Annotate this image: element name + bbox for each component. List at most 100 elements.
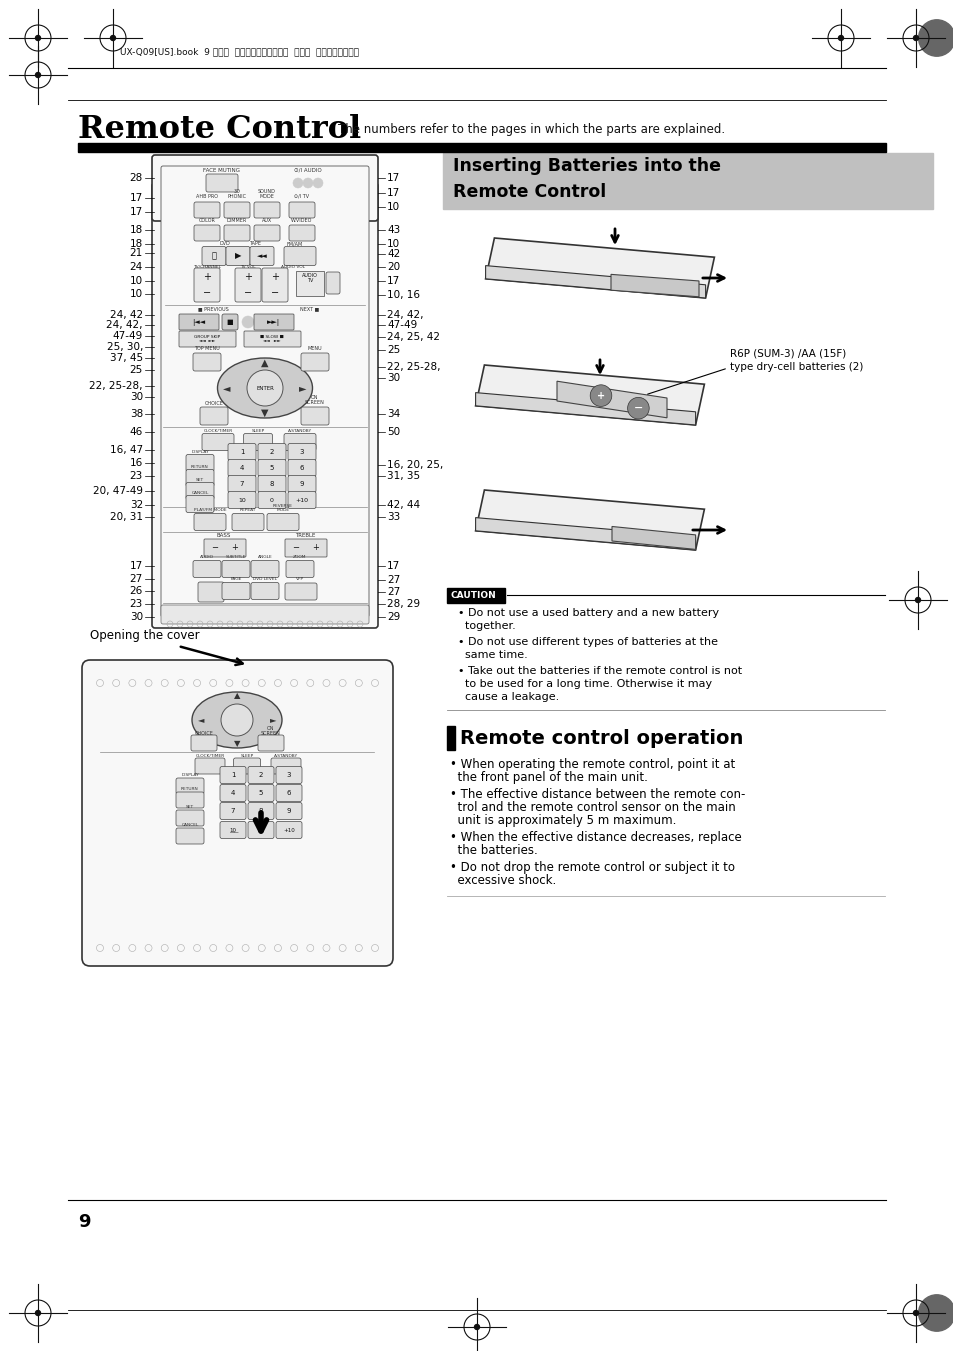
Text: ▼: ▼ — [233, 739, 240, 748]
Text: 3D
PHONIC: 3D PHONIC — [227, 189, 246, 199]
Circle shape — [303, 178, 313, 188]
Text: 27: 27 — [387, 586, 400, 597]
Text: 2: 2 — [258, 771, 263, 778]
Text: ►: ► — [299, 382, 307, 393]
Text: ⊙/I TV: ⊙/I TV — [294, 195, 309, 199]
FancyBboxPatch shape — [202, 434, 233, 450]
FancyBboxPatch shape — [289, 203, 314, 218]
Text: ▶: ▶ — [234, 251, 241, 261]
Text: VFP: VFP — [295, 577, 304, 581]
Text: 31, 35: 31, 35 — [387, 471, 419, 481]
FancyBboxPatch shape — [251, 582, 278, 600]
Text: 46: 46 — [130, 427, 143, 436]
Text: 7: 7 — [239, 481, 244, 486]
Text: CLOCK/TIMER: CLOCK/TIMER — [203, 430, 233, 434]
Text: CANCEL: CANCEL — [181, 823, 198, 827]
Text: AUDIO
TV: AUDIO TV — [302, 273, 317, 284]
Text: 9: 9 — [287, 808, 291, 815]
Text: 24, 42,: 24, 42, — [387, 309, 423, 320]
Text: SOUND
MODE: SOUND MODE — [258, 189, 275, 199]
FancyBboxPatch shape — [285, 584, 316, 600]
FancyBboxPatch shape — [253, 313, 294, 330]
Text: 8: 8 — [270, 481, 274, 486]
FancyBboxPatch shape — [228, 459, 255, 477]
Text: 42: 42 — [387, 249, 400, 259]
Text: −: − — [244, 288, 252, 299]
FancyBboxPatch shape — [248, 785, 274, 801]
FancyBboxPatch shape — [267, 513, 298, 531]
FancyBboxPatch shape — [326, 272, 339, 295]
Text: 17: 17 — [387, 561, 400, 571]
Text: 38: 38 — [130, 409, 143, 419]
Text: DISPLAY: DISPLAY — [191, 450, 209, 454]
Text: ▲: ▲ — [261, 358, 269, 367]
FancyBboxPatch shape — [179, 331, 235, 347]
Text: 17: 17 — [130, 193, 143, 203]
Text: CHOICE: CHOICE — [194, 731, 213, 736]
Text: −: − — [293, 543, 299, 553]
FancyBboxPatch shape — [161, 166, 369, 617]
Text: 22, 25-28,: 22, 25-28, — [90, 381, 143, 390]
Text: REVERSE
MODE: REVERSE MODE — [273, 504, 293, 512]
FancyBboxPatch shape — [244, 331, 301, 347]
Text: 33: 33 — [387, 512, 400, 521]
FancyBboxPatch shape — [288, 443, 315, 461]
Polygon shape — [485, 266, 705, 299]
FancyBboxPatch shape — [206, 174, 237, 192]
Text: • The effective distance between the remote con-: • The effective distance between the rem… — [450, 788, 744, 801]
Text: 23: 23 — [130, 471, 143, 481]
Text: −: − — [271, 288, 279, 299]
Polygon shape — [476, 365, 703, 426]
Text: 10: 10 — [387, 203, 399, 212]
Text: the front panel of the main unit.: the front panel of the main unit. — [450, 771, 647, 784]
FancyBboxPatch shape — [275, 821, 302, 839]
Text: +10: +10 — [295, 497, 308, 503]
FancyBboxPatch shape — [289, 226, 314, 240]
Text: 10: 10 — [130, 276, 143, 286]
Polygon shape — [476, 490, 703, 550]
Text: ⊙/I AUDIO: ⊙/I AUDIO — [294, 168, 321, 173]
FancyBboxPatch shape — [233, 758, 260, 774]
Text: ⏸: ⏸ — [212, 251, 216, 261]
Text: FM/AM: FM/AM — [287, 240, 303, 246]
Text: 30: 30 — [387, 373, 399, 382]
FancyBboxPatch shape — [152, 155, 377, 222]
Text: Inserting Batteries into the: Inserting Batteries into the — [453, 157, 720, 176]
Text: +: + — [597, 390, 604, 401]
Circle shape — [35, 1310, 40, 1316]
Text: PLAY/FM MODE: PLAY/FM MODE — [193, 508, 226, 512]
Text: 24: 24 — [130, 262, 143, 272]
FancyBboxPatch shape — [175, 811, 204, 825]
Text: A.STANDBY: A.STANDBY — [274, 754, 297, 758]
Text: TV/CHANNEL: TV/CHANNEL — [193, 265, 221, 269]
Text: SUBTITLE: SUBTITLE — [226, 555, 246, 559]
FancyBboxPatch shape — [301, 407, 329, 426]
FancyBboxPatch shape — [186, 496, 213, 512]
Text: GROUP SKIP
◄◄  ►►: GROUP SKIP ◄◄ ►► — [193, 335, 220, 343]
Text: 50: 50 — [387, 427, 399, 436]
Text: 24, 42,: 24, 42, — [107, 320, 143, 330]
Text: 25, 30,: 25, 30, — [107, 342, 143, 353]
Text: ■ PREVIOUS: ■ PREVIOUS — [197, 305, 228, 311]
Text: 47-49: 47-49 — [112, 331, 143, 340]
FancyBboxPatch shape — [228, 476, 255, 493]
Text: 17: 17 — [130, 561, 143, 571]
Text: the batteries.: the batteries. — [450, 844, 537, 857]
FancyBboxPatch shape — [224, 226, 250, 240]
Text: 1: 1 — [231, 771, 235, 778]
Circle shape — [111, 35, 115, 41]
FancyBboxPatch shape — [248, 802, 274, 820]
Text: AHB PRO: AHB PRO — [195, 195, 218, 199]
Text: 17: 17 — [130, 207, 143, 218]
Text: ▼: ▼ — [261, 408, 269, 417]
Text: 5: 5 — [270, 465, 274, 471]
Text: 30: 30 — [130, 392, 143, 403]
FancyBboxPatch shape — [191, 735, 216, 751]
Text: Remote Control: Remote Control — [78, 115, 361, 146]
FancyBboxPatch shape — [286, 561, 314, 577]
FancyBboxPatch shape — [271, 758, 301, 774]
Text: 47-49: 47-49 — [387, 320, 416, 330]
FancyBboxPatch shape — [248, 766, 274, 784]
Text: 17: 17 — [387, 276, 400, 286]
Text: ENTER: ENTER — [255, 385, 274, 390]
